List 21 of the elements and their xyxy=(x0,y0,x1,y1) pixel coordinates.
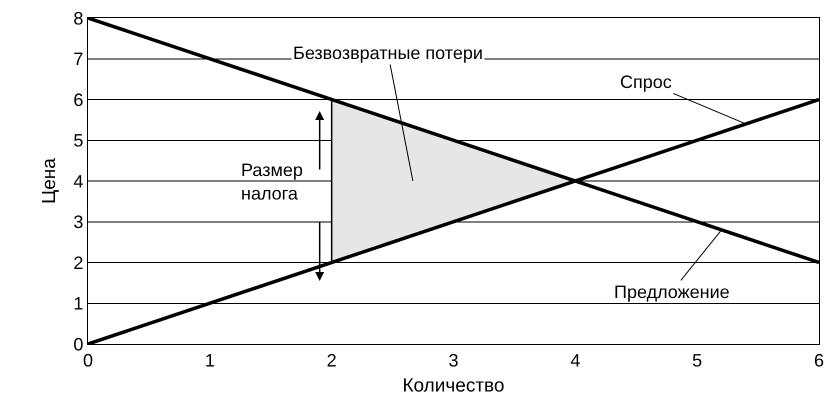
y-tick-label: 6 xyxy=(73,90,84,110)
annotation: Спрос xyxy=(620,72,672,92)
annotation: Размер налога xyxy=(241,160,303,204)
x-axis-title: Количество xyxy=(402,375,505,396)
y-tick-label: 5 xyxy=(73,130,84,151)
y-axis-title: Цена xyxy=(39,158,60,204)
annotation: Безвозвратные потери xyxy=(293,43,483,63)
x-tick-label: 6 xyxy=(814,350,824,371)
y-tick-label: 7 xyxy=(73,49,84,70)
y-tick-label: 1 xyxy=(73,294,84,314)
y-tick-label: 3 xyxy=(73,212,84,232)
x-tick-label: 2 xyxy=(326,350,337,371)
x-tick-label: 4 xyxy=(570,350,580,371)
y-tick-label: 0 xyxy=(73,334,84,354)
x-tick-label: 3 xyxy=(448,350,459,371)
x-tick-label: 1 xyxy=(204,350,215,371)
y-tick-label: 2 xyxy=(73,252,84,273)
x-tick-label: 5 xyxy=(692,350,702,371)
annotation: Предложение xyxy=(614,282,730,302)
y-tick-label: 4 xyxy=(73,171,84,192)
y-tick-label: 8 xyxy=(73,8,84,28)
